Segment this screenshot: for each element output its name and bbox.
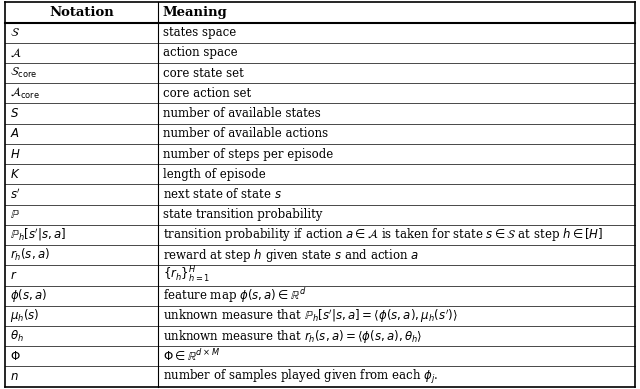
Text: $\phi(s,a)$: $\phi(s,a)$ xyxy=(10,287,47,304)
Text: $\mathcal{S}_{\mathrm{core}}$: $\mathcal{S}_{\mathrm{core}}$ xyxy=(10,66,37,80)
Text: $\theta_h$: $\theta_h$ xyxy=(10,329,24,343)
Text: Meaning: Meaning xyxy=(163,6,227,19)
Text: core action set: core action set xyxy=(163,87,251,100)
Text: Notation: Notation xyxy=(49,6,114,19)
Text: $\Phi$: $\Phi$ xyxy=(10,350,21,363)
Text: state transition probability: state transition probability xyxy=(163,208,322,221)
Text: number of available states: number of available states xyxy=(163,107,321,120)
Text: number of samples played given from each $\phi_j$.: number of samples played given from each… xyxy=(163,368,438,385)
Text: reward at step $h$ given state $s$ and action $a$: reward at step $h$ given state $s$ and a… xyxy=(163,247,419,264)
Text: states space: states space xyxy=(163,26,236,39)
Text: $A$: $A$ xyxy=(10,127,20,140)
Text: next state of state $s$: next state of state $s$ xyxy=(163,187,282,202)
Text: $s'$: $s'$ xyxy=(10,187,21,202)
Text: $r_h(s,a)$: $r_h(s,a)$ xyxy=(10,247,50,263)
Text: feature map $\phi(s,a) \in \mathbb{R}^d$: feature map $\phi(s,a) \in \mathbb{R}^d$ xyxy=(163,286,306,305)
Text: unknown measure that $\mathbb{P}_h[s'|s,a] = \langle \phi(s,a), \mu_h(s') \rangl: unknown measure that $\mathbb{P}_h[s'|s,… xyxy=(163,307,458,324)
Text: $\mathcal{A}$: $\mathcal{A}$ xyxy=(10,46,22,60)
Text: $\mathbb{P}_h[s'|s,a]$: $\mathbb{P}_h[s'|s,a]$ xyxy=(10,227,67,243)
Text: core state set: core state set xyxy=(163,67,243,80)
Text: action space: action space xyxy=(163,46,237,60)
Text: $\mathcal{S}$: $\mathcal{S}$ xyxy=(10,26,20,39)
Text: $S$: $S$ xyxy=(10,107,19,120)
Text: $\Phi \in \mathbb{R}^{d \times M}$: $\Phi \in \mathbb{R}^{d \times M}$ xyxy=(163,349,220,364)
Text: unknown measure that $r_h(s,a) = \langle \phi(s,a), \theta_h \rangle$: unknown measure that $r_h(s,a) = \langle… xyxy=(163,328,422,345)
Text: $\mathcal{A}_{\mathrm{core}}$: $\mathcal{A}_{\mathrm{core}}$ xyxy=(10,86,40,101)
Text: number of available actions: number of available actions xyxy=(163,127,328,140)
Text: $r$: $r$ xyxy=(10,269,18,282)
Text: $\{r_h\}_{h=1}^{H}$: $\{r_h\}_{h=1}^{H}$ xyxy=(163,265,210,286)
Text: $H$: $H$ xyxy=(10,147,20,161)
Text: transition probability if action $a \in \mathcal{A}$ is taken for state $s \in \: transition probability if action $a \in … xyxy=(163,226,603,244)
Text: $n$: $n$ xyxy=(10,370,19,383)
Text: $\mathbb{P}$: $\mathbb{P}$ xyxy=(10,208,20,221)
Text: $\mu_h(s)$: $\mu_h(s)$ xyxy=(10,307,40,324)
Text: $K$: $K$ xyxy=(10,168,20,181)
Text: length of episode: length of episode xyxy=(163,168,266,181)
Text: number of steps per episode: number of steps per episode xyxy=(163,147,333,161)
